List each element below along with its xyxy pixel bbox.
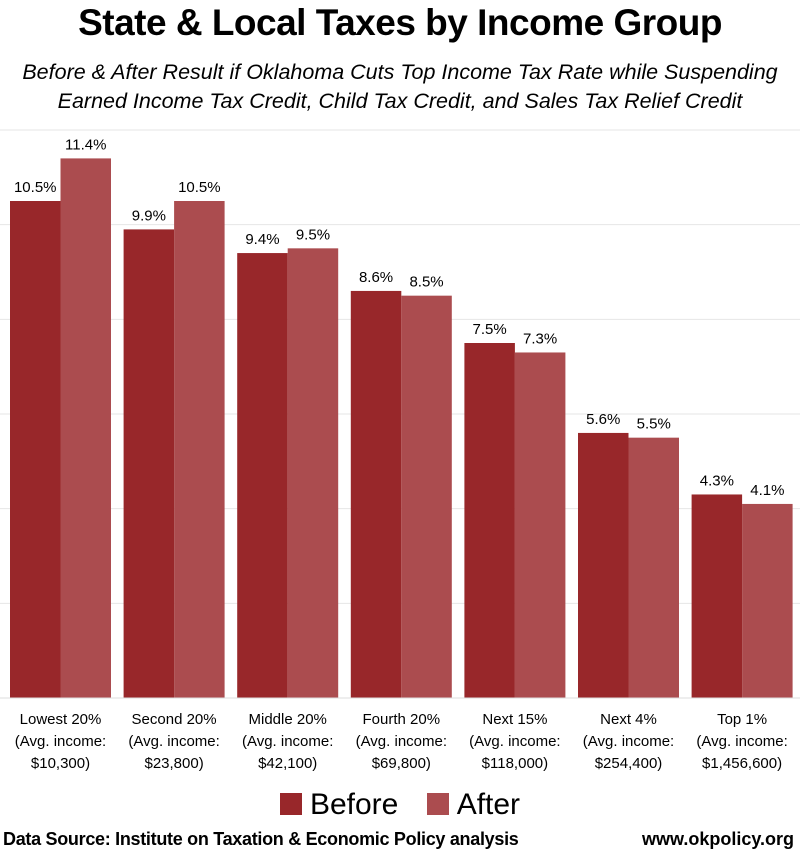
value-label-after-0: 11.4% <box>65 136 106 153</box>
category-label-3-line-1: (Avg. income: <box>356 733 447 750</box>
category-label-5-line-2: $254,400) <box>595 755 663 772</box>
bar-after-6 <box>742 503 793 698</box>
bar-chart: 10.5% 11.4% Lowest 20% (Avg. income: $10,300… <box>0 129 800 772</box>
category-label-5-line-1: (Avg. income: <box>583 733 674 750</box>
category-label-2-line-1: (Avg. income: <box>242 733 333 750</box>
chart-subtitle-line-2: Earned Income Tax Credit, Child Tax Cred… <box>57 89 743 113</box>
legend-swatch-before <box>279 793 302 815</box>
category-label-2-line-0: Middle 20% <box>249 711 327 728</box>
bar-after-0 <box>60 158 111 698</box>
category-label-6-line-2: $1,456,600) <box>702 755 782 772</box>
category-label-6-line-1: (Avg. income: <box>696 733 787 750</box>
value-label-before-1: 9.9% <box>132 207 166 224</box>
bar-before-1 <box>123 229 175 698</box>
value-label-before-3: 8.6% <box>359 269 393 286</box>
website-credit: www.okpolicy.org <box>641 829 794 849</box>
bar-before-3 <box>350 290 402 698</box>
data-source-note: Data Source: Institute on Taxation & Eco… <box>3 829 519 849</box>
bar-after-4 <box>514 352 566 698</box>
legend-item-after: After <box>426 788 521 822</box>
value-label-after-3: 8.5% <box>409 274 443 291</box>
category-label-0-line-2: $10,300) <box>31 755 90 772</box>
bar-after-1 <box>174 201 225 698</box>
bar-before-0 <box>10 201 61 698</box>
legend-label-before: Before <box>309 788 399 821</box>
value-label-after-6: 4.1% <box>750 482 784 499</box>
value-label-after-4: 7.3% <box>523 330 557 347</box>
category-label-1-line-0: Second 20% <box>132 711 217 728</box>
category-label-3-line-2: $69,800) <box>372 755 431 772</box>
bar-after-2 <box>287 248 339 699</box>
category-label-6-line-0: Top 1% <box>717 711 767 728</box>
value-label-after-2: 9.5% <box>296 226 330 243</box>
category-label-4-line-0: Next 15% <box>482 711 547 728</box>
category-label-2-line-2: $42,100) <box>258 755 317 772</box>
legend-label-after: After <box>456 788 521 821</box>
category-label-1-line-2: $23,800) <box>144 755 203 772</box>
value-label-after-5: 5.5% <box>637 416 671 433</box>
category-label-3-line-0: Fourth 20% <box>363 711 441 728</box>
category-label-0-line-1: (Avg. income: <box>15 733 106 750</box>
category-label-0-line-0: Lowest 20% <box>20 711 102 728</box>
chart-legend: Before After <box>0 788 800 822</box>
category-label-4-line-1: (Avg. income: <box>469 733 560 750</box>
value-label-after-1: 10.5% <box>178 179 221 196</box>
value-label-before-2: 9.4% <box>245 231 279 248</box>
legend-item-before: Before <box>279 788 399 822</box>
bar-before-2 <box>237 253 288 699</box>
value-label-before-0: 10.5% <box>14 179 57 196</box>
value-label-before-4: 7.5% <box>473 321 507 338</box>
value-label-before-5: 5.6% <box>586 411 620 428</box>
bar-after-3 <box>401 295 452 698</box>
chart-title: State & Local Taxes by Income Group <box>78 2 722 43</box>
category-label-1-line-1: (Avg. income: <box>128 733 219 750</box>
bar-before-4 <box>464 343 515 698</box>
bar-after-5 <box>628 437 679 698</box>
chart-subtitle: Before & After Result if Oklahoma Cuts T… <box>0 58 800 116</box>
category-label-4-line-2: $118,000) <box>482 755 548 772</box>
category-label-5-line-0: Next 4% <box>600 711 657 728</box>
legend-swatch-after <box>426 793 449 815</box>
chart-subtitle-line-1: Before & After Result if Oklahoma Cuts T… <box>22 60 778 84</box>
value-label-before-6: 4.3% <box>700 472 734 489</box>
bar-before-6 <box>691 494 743 698</box>
bar-before-5 <box>578 432 629 698</box>
